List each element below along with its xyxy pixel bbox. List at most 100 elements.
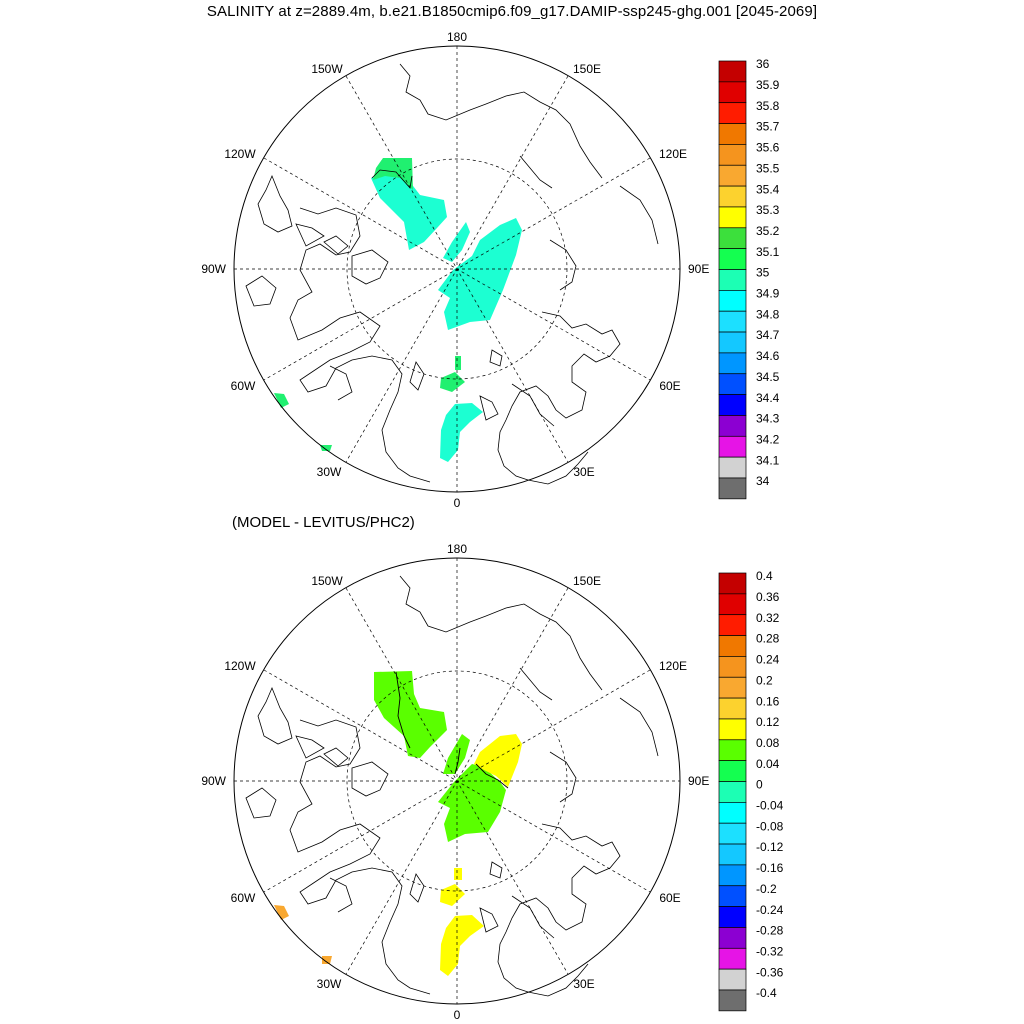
lon-120w-label: 120W — [224, 147, 256, 161]
lon-180-label: 180 — [447, 30, 467, 44]
lon-90e-label: 90E — [688, 774, 709, 788]
labrador-orange-patch — [322, 956, 332, 964]
map-boundary — [233, 557, 681, 1005]
salinity-colorbar-swatch-3 — [718, 123, 747, 145]
difference-colorbar: 0.4 0.36 0.32 0.28 0.24 0.2 0.16 0.12 0.08 0.04 0 -… — [718, 569, 784, 1012]
salinity-colorbar-swatch-18 — [718, 435, 747, 458]
lon-90w-label: 90W — [201, 262, 226, 276]
salinity-colorbar-tick-label: 34.5 — [756, 370, 780, 384]
salinity-colorbar-tick-label: 35.9 — [756, 78, 780, 92]
lon-150e-label: 150E — [573, 62, 601, 76]
difference-colorbar-tick-label: 0.04 — [756, 757, 780, 771]
salinity-colorbar-swatch-19 — [718, 456, 747, 479]
difference-colorbar-tick-label: 0.4 — [756, 569, 773, 583]
difference-colorbar-swatch-18 — [718, 947, 747, 970]
difference-colorbar-swatch-4 — [718, 656, 747, 678]
salinity-colorbar-tick-label: 35.1 — [756, 245, 780, 259]
graticule — [234, 558, 680, 1004]
salinity-colorbar-swatch-13 — [718, 331, 747, 354]
eurasian-yellow-patch — [474, 734, 522, 787]
difference-colorbar-swatch-16 — [718, 906, 747, 928]
lon-90e-label: 90E — [688, 262, 709, 276]
lon-60e-label: 60E — [659, 379, 680, 393]
lon-120e-label: 120E — [659, 659, 687, 673]
makarov-green-patch — [443, 734, 470, 774]
lon-30w-label: 30W — [317, 465, 342, 479]
difference-colorbar-tick-label: -0.04 — [756, 799, 784, 813]
salinity-colorbar-tick-label: 34.7 — [756, 328, 780, 342]
salinity-colorbar-swatch-7 — [718, 206, 747, 229]
lon-150w-label: 150W — [311, 574, 343, 588]
lon-0-label: 0 — [454, 1008, 461, 1022]
lon-30e-label: 30E — [573, 465, 594, 479]
baffin-orange-patch — [274, 905, 289, 920]
difference-colorbar-swatch-3 — [718, 635, 747, 657]
difference-colorbar-tick-label: -0.16 — [756, 861, 784, 875]
canada-basin-green-patch — [373, 158, 413, 190]
lon-120e-label: 120E — [659, 147, 687, 161]
difference-colorbar-tick-label: -0.36 — [756, 965, 784, 979]
salinity-colorbar-swatch-15 — [718, 373, 747, 395]
difference-colorbar-swatch-20 — [718, 989, 747, 1012]
lon-30e-label: 30E — [573, 977, 594, 991]
difference-colorbar-tick-label: 0.28 — [756, 632, 780, 646]
lon-120w-label: 120W — [224, 659, 256, 673]
difference-colorbar-tick-label: 0.32 — [756, 611, 780, 625]
lon-30w-label: 30W — [317, 977, 342, 991]
fram-strait-small-patch — [455, 356, 461, 370]
difference-colorbar-swatch-19 — [718, 968, 747, 991]
salinity-colorbar-tick-label: 35.6 — [756, 141, 780, 155]
difference-subtitle: (MODEL - LEVITUS/PHC2) — [232, 514, 415, 531]
salinity-colorbar-tick-label: 34.2 — [756, 432, 780, 446]
difference-colorbar-tick-label: -0.12 — [756, 840, 784, 854]
salinity-colorbar-tick-label: 35 — [756, 266, 770, 280]
difference-colorbar-tick-label: 0.16 — [756, 694, 780, 708]
salinity-colorbar-swatch-20 — [718, 477, 747, 500]
lon-180-label: 180 — [447, 542, 467, 556]
salinity-colorbar-tick-label: 34.6 — [756, 349, 780, 363]
salinity-colorbar-swatch-11 — [718, 290, 747, 312]
longitude-labels: 180 0 90W 90E 150W 120W 150E 120E 60W 30… — [201, 542, 709, 1022]
difference-colorbar-tick-label: -0.4 — [756, 986, 777, 1000]
difference-colorbar-swatch-10 — [718, 781, 747, 803]
difference-colorbar-swatch-14 — [718, 864, 747, 887]
difference-colorbar-swatch-15 — [718, 885, 747, 907]
salinity-colorbar-swatch-17 — [718, 415, 747, 437]
difference-colorbar-swatch-9 — [718, 760, 747, 782]
longitude-labels: 180 0 90W 90E 150W 120W 150E 120E 60W 30… — [201, 30, 709, 510]
salinity-colorbar-tick-label: 34.9 — [756, 287, 780, 301]
salinity-colorbar-swatch-4 — [718, 144, 747, 166]
salinity-colorbar-tick-label: 34.1 — [756, 453, 780, 467]
greenland-yellow-patch — [440, 915, 484, 976]
lon-150w-label: 150W — [311, 62, 343, 76]
contour-lines — [395, 671, 509, 789]
lon-90w-label: 90W — [201, 774, 226, 788]
salinity-colorbar-swatch-16 — [718, 394, 747, 416]
map-boundary — [233, 45, 681, 493]
difference-colorbar-tick-label: -0.2 — [756, 882, 777, 896]
canada-basin-patch — [371, 160, 447, 250]
difference-colorbar-swatch-2 — [718, 614, 747, 636]
graticule — [234, 46, 680, 492]
salinity-colorbar-swatch-5 — [718, 164, 747, 187]
canada-basin-green-patch — [374, 671, 447, 758]
lon-150e-label: 150E — [573, 574, 601, 588]
salinity-colorbar-swatch-2 — [718, 102, 747, 124]
lon-0-label: 0 — [454, 496, 461, 510]
salinity-colorbar-tick-label: 35.2 — [756, 224, 780, 238]
difference-colorbar-tick-label: -0.08 — [756, 819, 784, 833]
salinity-colorbar-tick-label: 35.8 — [756, 99, 780, 113]
difference-colorbar-swatch-7 — [718, 718, 747, 741]
difference-colorbar-tick-label: 0.12 — [756, 715, 780, 729]
figure-title: SALINITY at z=2889.4m, b.e21.B1850cmip6.… — [206, 3, 818, 20]
difference-colorbar-swatch-6 — [718, 697, 747, 720]
salinity-colorbar-swatch-14 — [718, 352, 747, 375]
coastlines — [245, 63, 659, 485]
salinity-colorbar-tick-label: 35.7 — [756, 120, 780, 134]
salinity-field — [274, 158, 522, 462]
difference-colorbar-tick-label: -0.28 — [756, 924, 784, 938]
salinity-colorbar-swatch-8 — [718, 227, 747, 250]
fram-yellow-patch — [440, 884, 465, 906]
difference-colorbar-swatch-12 — [718, 822, 747, 845]
salinity-colorbar-tick-label: 34.3 — [756, 412, 780, 426]
